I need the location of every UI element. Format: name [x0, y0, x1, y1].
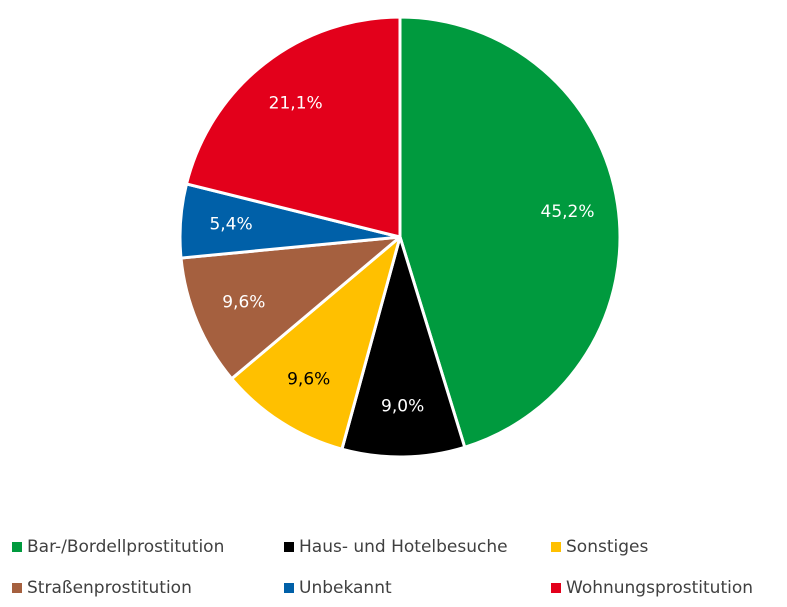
legend-swatch	[284, 542, 294, 552]
pie-slice	[398, 15, 622, 449]
legend-swatch	[551, 542, 561, 552]
legend-label: Sonstiges	[566, 537, 648, 557]
legend-label: Unbekannt	[299, 578, 392, 598]
legend-swatch	[12, 583, 22, 593]
pie-slice	[340, 235, 467, 459]
legend-swatch	[284, 583, 294, 593]
data-label: 9,6%	[287, 370, 330, 390]
legend-label: Haus- und Hotelbesuche	[299, 537, 508, 557]
pie-slice	[179, 235, 402, 381]
data-label: 5,4%	[209, 214, 252, 234]
legend-label: Straßenprostitution	[27, 578, 192, 598]
pie-slice	[185, 15, 402, 239]
data-label: 45,2%	[541, 202, 595, 222]
data-label: 9,0%	[381, 396, 424, 416]
data-label: 21,1%	[269, 94, 323, 114]
legend-label: Wohnungsprostitution	[566, 578, 753, 598]
pie-slice	[230, 235, 402, 451]
legend-swatch	[551, 583, 561, 593]
data-label: 9,6%	[222, 293, 265, 313]
legend-swatch	[12, 542, 22, 552]
legend-label: Bar-/Bordellprostitution	[27, 537, 224, 557]
